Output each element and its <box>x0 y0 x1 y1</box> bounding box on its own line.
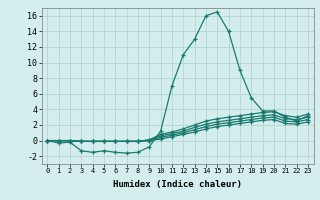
X-axis label: Humidex (Indice chaleur): Humidex (Indice chaleur) <box>113 180 242 189</box>
